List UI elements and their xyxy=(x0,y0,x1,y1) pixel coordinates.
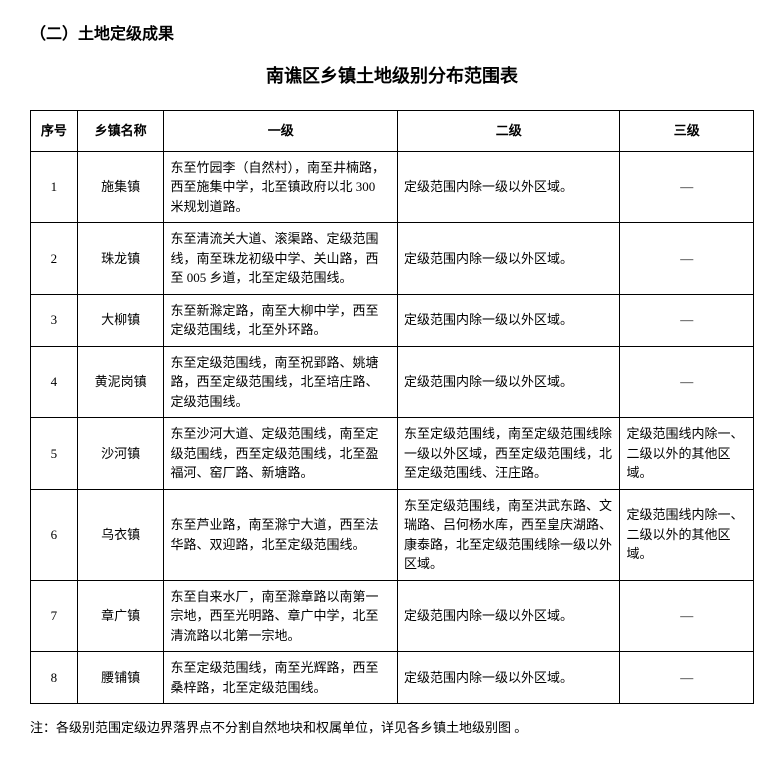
cell-seq: 1 xyxy=(31,151,78,223)
table-row: 2 珠龙镇 东至清流关大道、滚渠路、定级范围线，南至珠龙初级中学、关山路，西至 … xyxy=(31,223,754,295)
cell-name: 大柳镇 xyxy=(77,294,164,346)
table-row: 6 乌衣镇 东至芦业路，南至滁宁大道，西至法华路、双迎路，北至定级范围线。 东至… xyxy=(31,489,754,580)
cell-seq: 2 xyxy=(31,223,78,295)
cell-level1: 东至新滁定路，南至大柳中学，西至定级范围线，北至外环路。 xyxy=(164,294,398,346)
cell-level3: — xyxy=(620,294,754,346)
cell-name: 腰铺镇 xyxy=(77,652,164,704)
land-grade-table: 序号 乡镇名称 一级 二级 三级 1 施集镇 东至竹园李（自然村），南至井楠路，… xyxy=(30,110,754,704)
cell-level2: 定级范围内除一级以外区域。 xyxy=(398,652,620,704)
cell-name: 黄泥岗镇 xyxy=(77,346,164,418)
cell-level1: 东至定级范围线，南至祝郢路、姚塘路，西至定级范围线，北至培庄路、定级范围线。 xyxy=(164,346,398,418)
cell-level2: 东至定级范围线，南至洪武东路、文瑞路、吕何杨水库，西至皇庆湖路、康泰路，北至定级… xyxy=(398,489,620,580)
cell-name: 乌衣镇 xyxy=(77,489,164,580)
cell-level2: 定级范围内除一级以外区域。 xyxy=(398,346,620,418)
table-row: 3 大柳镇 东至新滁定路，南至大柳中学，西至定级范围线，北至外环路。 定级范围内… xyxy=(31,294,754,346)
cell-level1: 东至清流关大道、滚渠路、定级范围线，南至珠龙初级中学、关山路，西至 005 乡道… xyxy=(164,223,398,295)
cell-level3: — xyxy=(620,580,754,652)
cell-seq: 5 xyxy=(31,418,78,490)
cell-name: 珠龙镇 xyxy=(77,223,164,295)
cell-seq: 3 xyxy=(31,294,78,346)
table-header-row: 序号 乡镇名称 一级 二级 三级 xyxy=(31,111,754,152)
cell-level3: — xyxy=(620,652,754,704)
cell-level2: 定级范围内除一级以外区域。 xyxy=(398,294,620,346)
cell-level1: 东至沙河大道、定级范围线，南至定级范围线，西至定级范围线，北至盈福河、窑厂路、新… xyxy=(164,418,398,490)
cell-name: 施集镇 xyxy=(77,151,164,223)
cell-level2: 定级范围内除一级以外区域。 xyxy=(398,580,620,652)
col-header-name: 乡镇名称 xyxy=(77,111,164,152)
section-heading: （二）土地定级成果 xyxy=(30,20,754,44)
cell-name: 沙河镇 xyxy=(77,418,164,490)
table-row: 5 沙河镇 东至沙河大道、定级范围线，南至定级范围线，西至定级范围线，北至盈福河… xyxy=(31,418,754,490)
table-title: 南谯区乡镇土地级别分布范围表 xyxy=(30,62,754,88)
col-header-level1: 一级 xyxy=(164,111,398,152)
table-row: 4 黄泥岗镇 东至定级范围线，南至祝郢路、姚塘路，西至定级范围线，北至培庄路、定… xyxy=(31,346,754,418)
footnote: 注：各级别范围定级边界落界点不分割自然地块和权属单位，详见各乡镇土地级别图 。 xyxy=(30,718,754,739)
cell-level1: 东至芦业路，南至滁宁大道，西至法华路、双迎路，北至定级范围线。 xyxy=(164,489,398,580)
cell-level1: 东至定级范围线，南至光辉路，西至桑梓路，北至定级范围线。 xyxy=(164,652,398,704)
cell-level1: 东至自来水厂，南至滁章路以南第一宗地，西至光明路、章广中学，北至清流路以北第一宗… xyxy=(164,580,398,652)
col-header-level2: 二级 xyxy=(398,111,620,152)
cell-seq: 6 xyxy=(31,489,78,580)
cell-level3: — xyxy=(620,151,754,223)
cell-seq: 4 xyxy=(31,346,78,418)
cell-level1: 东至竹园李（自然村），南至井楠路，西至施集中学，北至镇政府以北 300 米规划道… xyxy=(164,151,398,223)
cell-level2: 东至定级范围线，南至定级范围线除一级以外区域，西至定级范围线，北至定级范围线、汪… xyxy=(398,418,620,490)
cell-seq: 7 xyxy=(31,580,78,652)
table-row: 7 章广镇 东至自来水厂，南至滁章路以南第一宗地，西至光明路、章广中学，北至清流… xyxy=(31,580,754,652)
cell-level3: — xyxy=(620,223,754,295)
table-row: 8 腰铺镇 东至定级范围线，南至光辉路，西至桑梓路，北至定级范围线。 定级范围内… xyxy=(31,652,754,704)
cell-level2: 定级范围内除一级以外区域。 xyxy=(398,223,620,295)
cell-name: 章广镇 xyxy=(77,580,164,652)
cell-level3: 定级范围线内除一、二级以外的其他区域。 xyxy=(620,418,754,490)
col-header-seq: 序号 xyxy=(31,111,78,152)
table-row: 1 施集镇 东至竹园李（自然村），南至井楠路，西至施集中学，北至镇政府以北 30… xyxy=(31,151,754,223)
cell-level3: — xyxy=(620,346,754,418)
cell-level3: 定级范围线内除一、二级以外的其他区域。 xyxy=(620,489,754,580)
col-header-level3: 三级 xyxy=(620,111,754,152)
cell-seq: 8 xyxy=(31,652,78,704)
cell-level2: 定级范围内除一级以外区域。 xyxy=(398,151,620,223)
